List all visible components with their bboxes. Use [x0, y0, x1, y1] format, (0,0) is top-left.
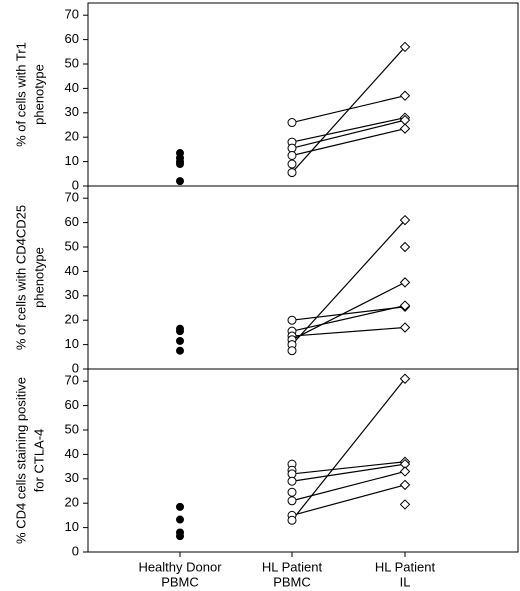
panel-frame [87, 2, 519, 187]
il-diamond [399, 300, 411, 311]
y-tick-label: 0 [72, 360, 79, 375]
pair-line [291, 117, 406, 143]
pbmc-dot [287, 151, 297, 160]
y-tick-label: 40 [65, 80, 79, 95]
y-tick-label: 60 [65, 31, 79, 46]
healthy-dot [176, 160, 184, 169]
pbmc-dot [287, 496, 297, 506]
pbmc-dot [287, 469, 297, 479]
y-tick-label: 20 [65, 495, 79, 510]
x-tick-label: HL Patient [262, 559, 323, 574]
y-tick-label: 60 [65, 214, 79, 229]
healthy-dot [176, 327, 184, 336]
x-tick-label: HL Patient [375, 559, 436, 574]
y-tick-label: 70 [65, 7, 79, 22]
pair-line [291, 128, 406, 157]
y-tick-label: 20 [65, 129, 79, 144]
il-diamond [399, 479, 411, 491]
panel-frame [87, 368, 519, 553]
y-tick-label: 0 [72, 543, 79, 558]
x-tick-label: Healthy Donor [138, 559, 222, 574]
healthy-dot [176, 515, 184, 524]
il-diamond [399, 277, 411, 288]
panel-frame [87, 185, 519, 370]
y-axis-label: phenotype [31, 247, 46, 308]
pair-line [291, 470, 406, 502]
y-tick-label: 30 [65, 470, 79, 485]
pbmc-dot [287, 118, 297, 128]
pair-line [291, 219, 406, 346]
healthy-dot [176, 346, 184, 355]
pbmc-dot [287, 487, 297, 497]
y-tick-label: 10 [65, 336, 79, 351]
healthy-dot [176, 532, 184, 541]
il-diamond [399, 322, 411, 333]
pbmc-dot [287, 168, 297, 178]
x-tick-label: PBMC [273, 574, 311, 589]
x-tick-label: PBMC [161, 574, 199, 589]
y-axis-label: for CTLA-4 [31, 429, 46, 493]
pair-line [291, 46, 406, 173]
pair-line [291, 306, 406, 321]
il-diamond [399, 90, 411, 101]
y-tick-label: 40 [65, 446, 79, 461]
il-diamond [399, 466, 411, 477]
y-tick-label: 10 [65, 519, 79, 534]
y-axis-label: phenotype [31, 64, 46, 125]
pbmc-dot [287, 143, 297, 153]
il-diamond [399, 373, 411, 384]
y-tick-label: 0 [72, 177, 79, 192]
y-tick-label: 50 [65, 238, 79, 253]
y-tick-label: 40 [65, 263, 79, 278]
y-tick-label: 50 [65, 421, 79, 436]
pbmc-dot [287, 159, 297, 169]
il-diamond [399, 499, 411, 510]
y-axis-label: % of cells with CD4CD25 [13, 205, 28, 350]
y-axis-label: % of cells with Tr1 [13, 42, 28, 147]
y-tick-label: 70 [65, 190, 79, 205]
pair-line [291, 326, 406, 337]
pbmc-dot [287, 515, 297, 525]
y-tick-label: 70 [65, 373, 79, 388]
pair-line [291, 281, 406, 341]
healthy-dot [176, 177, 184, 186]
il-diamond [399, 41, 411, 53]
y-tick-label: 10 [65, 153, 79, 168]
pbmc-dot [287, 476, 297, 486]
pair-line [291, 119, 406, 149]
pbmc-dot [287, 346, 297, 356]
pair-line [291, 378, 406, 521]
x-tick-label: IL [400, 574, 411, 589]
y-tick-label: 60 [65, 397, 79, 412]
pair-line [291, 463, 406, 482]
y-tick-label: 50 [65, 55, 79, 70]
healthy-dot [176, 336, 184, 345]
pbmc-dot [287, 315, 297, 325]
il-diamond [399, 214, 411, 226]
y-tick-label: 20 [65, 312, 79, 327]
y-tick-label: 30 [65, 287, 79, 302]
pair-line [291, 304, 406, 332]
il-diamond [399, 241, 411, 253]
il-diamond [399, 123, 411, 134]
y-axis-label: % CD4 cells staining positive [13, 377, 28, 544]
pair-line [291, 461, 406, 475]
pair-line [291, 484, 406, 516]
healthy-dot [176, 502, 184, 511]
y-tick-label: 30 [65, 104, 79, 119]
